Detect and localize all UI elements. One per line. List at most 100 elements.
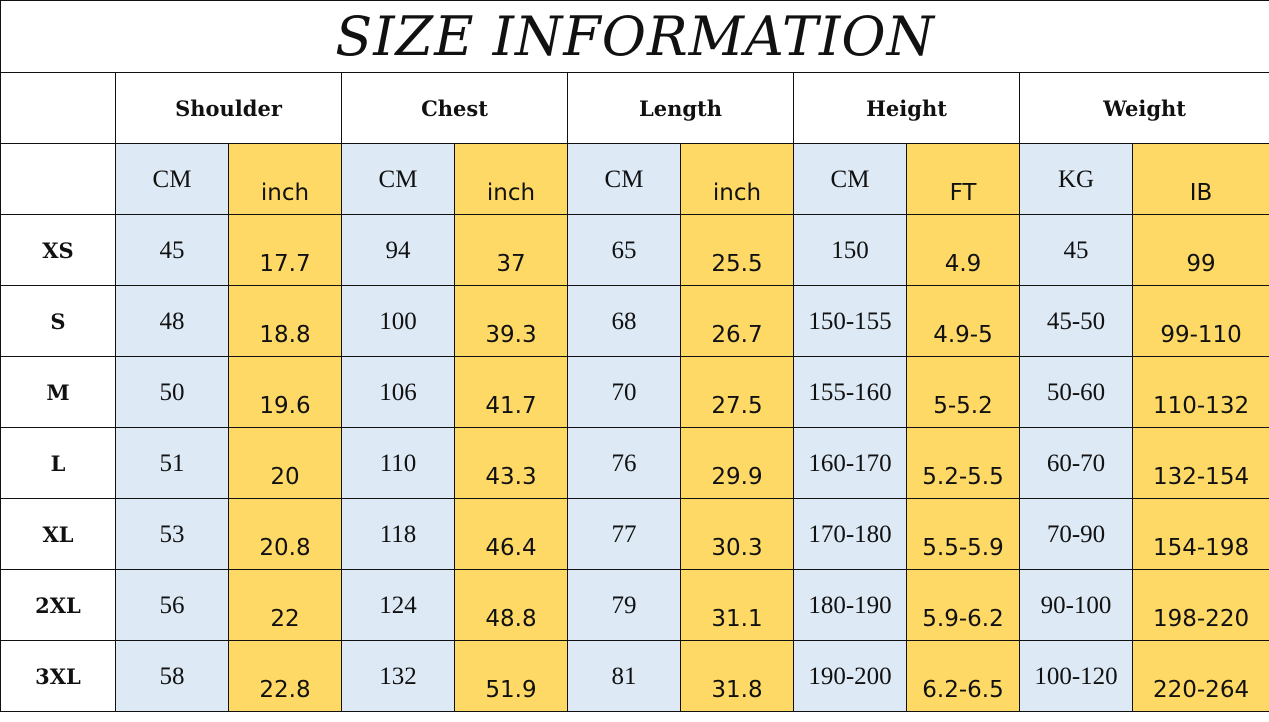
metric-value: 180-190 [793, 569, 907, 641]
imperial-value: 30.3 [680, 498, 794, 570]
size-label: M [0, 356, 116, 428]
imperial-value: 99 [1131, 214, 1269, 286]
unit-header-metric: CM [115, 143, 229, 215]
metric-value: 53 [115, 498, 229, 570]
metric-value: 94 [341, 214, 455, 286]
metric-value: 68 [567, 285, 681, 357]
metric-value: 160-170 [793, 427, 907, 499]
table-row: XL 53 20.8 118 46.4 77 30.3 170-180 5.5-5.9 70-90… [0, 498, 1269, 570]
imperial-value: 20.8 [228, 498, 342, 570]
metric-value: 100 [341, 285, 455, 357]
imperial-value: 5.9-6.2 [906, 569, 1020, 641]
imperial-value: 31.1 [680, 569, 794, 641]
measurement-header: Weight [1018, 72, 1269, 144]
metric-value: 65 [567, 214, 681, 286]
imperial-value: 20 [228, 427, 342, 499]
unit-header-metric: CM [341, 143, 455, 215]
unit-header-imperial: FT [906, 143, 1020, 215]
imperial-value: 4.9-5 [906, 285, 1020, 357]
metric-value: 79 [567, 569, 681, 641]
metric-value: 100-120 [1019, 640, 1133, 712]
imperial-value: 6.2-6.5 [906, 640, 1020, 712]
metric-value: 50-60 [1019, 356, 1133, 428]
unit-header-imperial: inch [454, 143, 568, 215]
metric-value: 155-160 [793, 356, 907, 428]
table-row: S 48 18.8 100 39.3 68 26.7 150-155 4.9-5 45-50 99-… [0, 285, 1269, 357]
metric-value: 77 [567, 498, 681, 570]
metric-value: 132 [341, 640, 455, 712]
metric-value: 45 [1019, 214, 1133, 286]
imperial-value: 26.7 [680, 285, 794, 357]
imperial-value: 17.7 [228, 214, 342, 286]
corner-cell [0, 72, 116, 144]
imperial-value: 25.5 [680, 214, 794, 286]
metric-value: 106 [341, 356, 455, 428]
imperial-value: 41.7 [454, 356, 568, 428]
imperial-value: 46.4 [454, 498, 568, 570]
table-row: 3XL 58 22.8 132 51.9 81 31.8 190-200 6.2-6.5 100-… [0, 640, 1269, 712]
chart-title: SIZE INFORMATION [0, 0, 1269, 73]
metric-value: 70 [567, 356, 681, 428]
size-label: 2XL [0, 569, 116, 641]
unit-header-imperial: inch [680, 143, 794, 215]
table-row: L 51 20 110 43.3 76 29.9 160-170 5.2-5.5 60-70 132… [0, 427, 1269, 499]
unit-row: CM inch CM inch CM inch CM FT KG IB [0, 143, 1269, 215]
imperial-value: 154-198 [1131, 498, 1269, 570]
imperial-value: 18.8 [228, 285, 342, 357]
imperial-value: 27.5 [680, 356, 794, 428]
table-row: 2XL 56 22 124 48.8 79 31.1 180-190 5.9-6.2 90-100… [0, 569, 1269, 641]
measurement-header-row: Shoulder Chest Length Height Weight [0, 72, 1269, 144]
imperial-value: 31.8 [680, 640, 794, 712]
metric-value: 110 [341, 427, 455, 499]
imperial-value: 19.6 [228, 356, 342, 428]
imperial-value: 51.9 [454, 640, 568, 712]
metric-value: 124 [341, 569, 455, 641]
metric-value: 45 [115, 214, 229, 286]
size-label: L [0, 427, 116, 499]
metric-value: 81 [567, 640, 681, 712]
imperial-value: 99-110 [1131, 285, 1269, 357]
imperial-value: 39.3 [454, 285, 568, 357]
table-row: XS 45 17.7 94 37 65 25.5 150 4.9 45 99 [0, 214, 1269, 286]
measurement-header: Chest [341, 72, 568, 144]
unit-header-metric: KG [1019, 143, 1133, 215]
imperial-value: 29.9 [680, 427, 794, 499]
imperial-value: 5.2-5.5 [906, 427, 1020, 499]
imperial-value: 22.8 [228, 640, 342, 712]
imperial-value: 4.9 [906, 214, 1020, 286]
size-label: 3XL [0, 640, 116, 712]
unit-header-imperial: inch [228, 143, 342, 215]
measurement-header: Length [567, 72, 794, 144]
imperial-value: 132-154 [1131, 427, 1269, 499]
imperial-value: 48.8 [454, 569, 568, 641]
metric-value: 150-155 [793, 285, 907, 357]
measurement-header: Height [793, 72, 1020, 144]
metric-value: 70-90 [1019, 498, 1133, 570]
metric-value: 60-70 [1019, 427, 1133, 499]
metric-value: 58 [115, 640, 229, 712]
imperial-value: 198-220 [1131, 569, 1269, 641]
measurement-header: Shoulder [115, 72, 342, 144]
size-label: S [0, 285, 116, 357]
metric-value: 50 [115, 356, 229, 428]
unit-header-imperial: IB [1131, 143, 1269, 215]
corner-cell [0, 143, 116, 215]
imperial-value: 110-132 [1131, 356, 1269, 428]
unit-header-metric: CM [567, 143, 681, 215]
imperial-value: 43.3 [454, 427, 568, 499]
size-label: XL [0, 498, 116, 570]
metric-value: 90-100 [1019, 569, 1133, 641]
metric-value: 48 [115, 285, 229, 357]
imperial-value: 5-5.2 [906, 356, 1020, 428]
imperial-value: 37 [454, 214, 568, 286]
imperial-value: 5.5-5.9 [906, 498, 1020, 570]
metric-value: 170-180 [793, 498, 907, 570]
table-row: M 50 19.6 106 41.7 70 27.5 155-160 5-5.2 50-60 110… [0, 356, 1269, 428]
metric-value: 190-200 [793, 640, 907, 712]
metric-value: 150 [793, 214, 907, 286]
imperial-value: 22 [228, 569, 342, 641]
size-label: XS [0, 214, 116, 286]
imperial-value: 220-264 [1131, 640, 1269, 712]
metric-value: 51 [115, 427, 229, 499]
